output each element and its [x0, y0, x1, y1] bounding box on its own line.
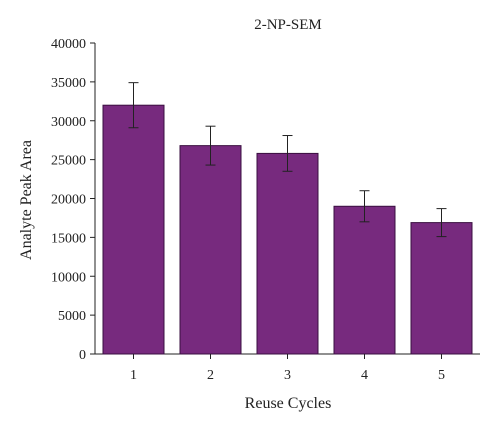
bar	[333, 205, 396, 355]
y-axis-title: Analyte Peak Area	[18, 140, 35, 260]
x-tick-label: 5	[438, 368, 445, 383]
y-tick-label: 40000	[51, 37, 86, 52]
bar	[256, 152, 319, 355]
y-tick-label: 5000	[58, 309, 86, 324]
y-tick-label: 35000	[51, 76, 86, 91]
plot-area: 0 5000 10000 15000 20000 25000 30000 35000 40000…	[51, 37, 480, 383]
x-tick-label: 3	[284, 368, 291, 383]
y-tick-label: 25000	[51, 154, 86, 169]
x-tick-label: 1	[130, 368, 137, 383]
y-tick-label: 30000	[51, 115, 86, 130]
bar	[410, 222, 473, 355]
x-tick-label: 2	[207, 368, 214, 383]
x-tick-label: 4	[361, 368, 368, 383]
bar	[102, 104, 165, 355]
y-tick-label: 20000	[51, 193, 86, 208]
bar	[179, 145, 242, 355]
y-tick-label: 0	[79, 348, 86, 363]
x-axis-title: Reuse Cycles	[245, 395, 332, 412]
chart-title: 2-NP-SEM	[254, 17, 322, 33]
y-tick-label: 15000	[51, 231, 86, 246]
y-tick-label: 10000	[51, 270, 86, 285]
